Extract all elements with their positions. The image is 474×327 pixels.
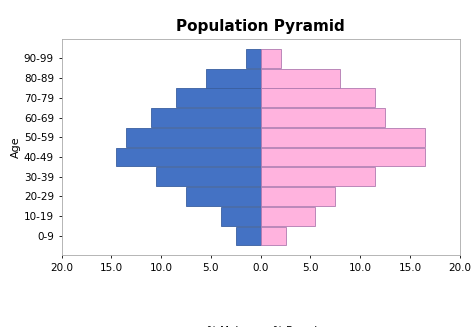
Bar [261,89,375,107]
Bar [176,89,261,107]
Bar [261,227,285,245]
Bar [116,148,261,166]
Bar [186,187,261,206]
Y-axis label: Age: Age [11,136,21,158]
Bar [261,69,340,88]
Bar [261,207,316,226]
Bar [261,108,385,127]
Bar [261,187,336,206]
Bar [246,49,261,68]
Bar [261,128,425,146]
Bar [261,148,425,166]
Bar [206,69,261,88]
Legend: % Males, % Females: % Males, % Females [188,322,333,327]
Bar [261,49,281,68]
Bar [236,227,261,245]
Title: Population Pyramid: Population Pyramid [176,19,345,34]
Bar [126,128,261,146]
Bar [156,167,261,186]
Bar [151,108,261,127]
Bar [261,167,375,186]
Bar [221,207,261,226]
